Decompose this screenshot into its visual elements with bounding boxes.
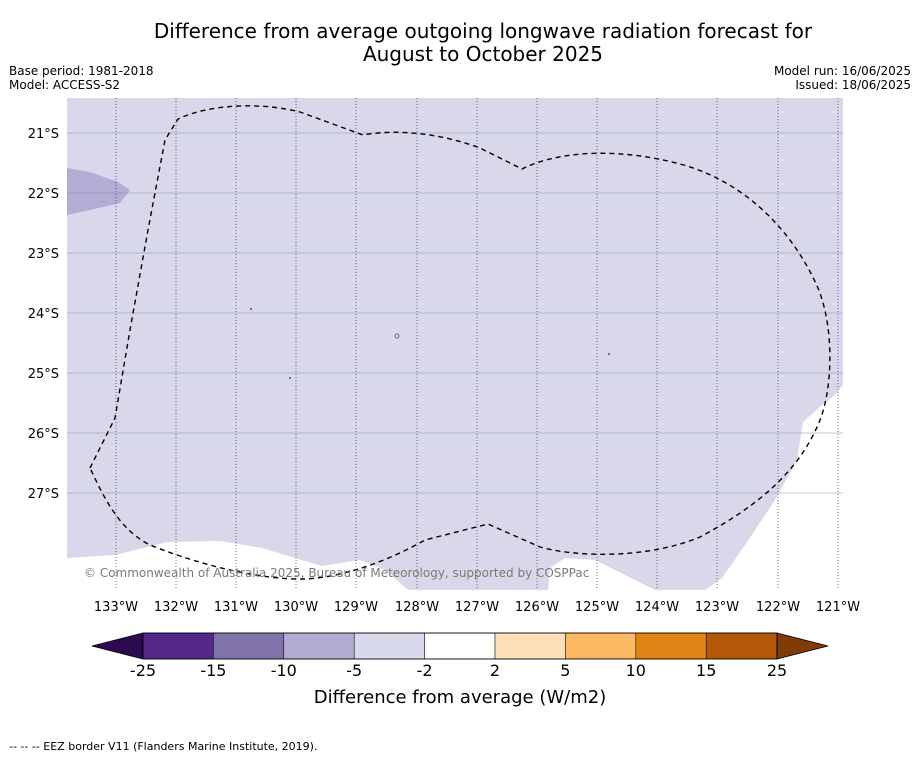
map-title: Difference from average outgoing longwav… bbox=[0, 20, 919, 66]
colorbar-label: Difference from average (W/m2) bbox=[314, 687, 606, 708]
lon-label: 127°W bbox=[455, 600, 499, 615]
lon-label: 126°W bbox=[515, 600, 559, 615]
colorbar-segment bbox=[142, 632, 214, 660]
colorbar-segment bbox=[213, 632, 285, 660]
anomaly-region-minus10-minus5 bbox=[67, 168, 130, 215]
base-period-text: Base period: 1981-2018 bbox=[9, 64, 154, 78]
eez-footnote: -- -- -- EEZ border V11 (Flanders Marine… bbox=[9, 740, 318, 753]
map-speck bbox=[289, 377, 291, 379]
colorbar-tick: 2 bbox=[490, 661, 500, 680]
run-info: Model run: 16/06/2025 Issued: 18/06/2025 bbox=[774, 64, 911, 92]
graticule bbox=[67, 98, 843, 590]
issued-text: Issued: 18/06/2025 bbox=[795, 78, 911, 92]
title-line-1: Difference from average outgoing longwav… bbox=[153, 19, 813, 43]
colorbar-tick: -2 bbox=[417, 661, 433, 680]
lon-label: 128°W bbox=[395, 600, 439, 615]
map-speck bbox=[250, 308, 252, 310]
lon-label: 125°W bbox=[575, 600, 619, 615]
colorbar-segment bbox=[565, 632, 637, 660]
map-area bbox=[67, 98, 843, 590]
model-run-text: Model run: 16/06/2025 bbox=[773, 64, 911, 78]
lon-label: 131°W bbox=[214, 600, 258, 615]
colorbar: -25 -15 -10 -5 -2 2 5 10 15 25 Differenc… bbox=[91, 632, 829, 708]
colorbar-segment bbox=[353, 632, 425, 660]
colorbar-tick: -25 bbox=[130, 661, 156, 680]
colorbar-tick: 25 bbox=[767, 661, 787, 680]
lat-label: 26°S bbox=[28, 427, 59, 442]
colorbar-extend-right bbox=[776, 632, 829, 660]
lon-label: 130°W bbox=[274, 600, 318, 615]
colorbar-tick: 10 bbox=[626, 661, 646, 680]
lat-label: 23°S bbox=[28, 247, 59, 262]
colorbar-segment bbox=[494, 632, 566, 660]
colorbar-tick: 5 bbox=[560, 661, 570, 680]
colorbar-tick: -10 bbox=[271, 661, 297, 680]
lat-label: 22°S bbox=[28, 187, 59, 202]
lat-label: 24°S bbox=[28, 307, 59, 322]
base-info: Base period: 1981-2018 Model: ACCESS-S2 bbox=[9, 64, 154, 92]
lat-label: 21°S bbox=[28, 127, 59, 142]
colorbar-segment bbox=[424, 632, 496, 660]
lon-label: 132°W bbox=[154, 600, 198, 615]
lat-label: 27°S bbox=[28, 487, 59, 502]
map-speck bbox=[608, 353, 610, 355]
colorbar-segment bbox=[705, 632, 778, 660]
colorbar-frame bbox=[142, 632, 778, 660]
lat-label: 25°S bbox=[28, 367, 59, 382]
colorbar-tick: -5 bbox=[346, 661, 362, 680]
map-speck bbox=[394, 333, 400, 339]
eez-border bbox=[89, 105, 831, 580]
colorbar-tick: -15 bbox=[200, 661, 226, 680]
colorbar-tick: 15 bbox=[696, 661, 716, 680]
colorbar-segment bbox=[283, 632, 355, 660]
colorbar-extend-left bbox=[91, 632, 144, 660]
lon-label: 129°W bbox=[334, 600, 378, 615]
latitude-labels: 21°S 22°S 23°S 24°S 25°S 26°S 27°S bbox=[28, 127, 59, 502]
lon-label: 122°W bbox=[756, 600, 800, 615]
copyright-text: © Commonwealth of Australia 2025, Bureau… bbox=[84, 566, 589, 580]
lon-label: 121°W bbox=[816, 600, 860, 615]
longitude-labels: 133°W 132°W 131°W 130°W 129°W 128°W 127°… bbox=[94, 600, 860, 615]
model-text: Model: ACCESS-S2 bbox=[9, 78, 121, 92]
title-line-2: August to October 2025 bbox=[362, 42, 604, 66]
colorbar-segment bbox=[635, 632, 707, 660]
lon-label: 123°W bbox=[695, 600, 739, 615]
anomaly-region-minus5-minus2 bbox=[67, 98, 843, 590]
lon-label: 133°W bbox=[94, 600, 138, 615]
lon-label: 124°W bbox=[635, 600, 679, 615]
